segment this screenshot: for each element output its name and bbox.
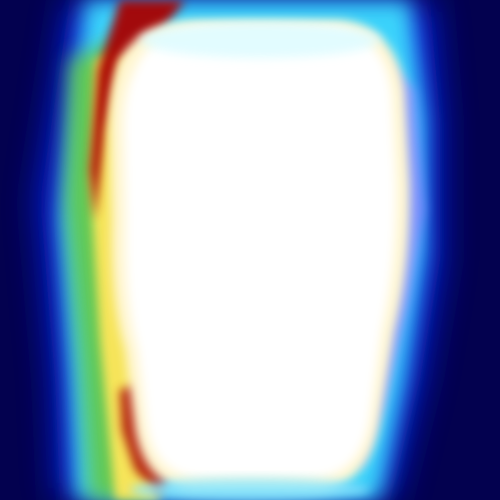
core-tint-top bbox=[140, 22, 380, 58]
hot-core bbox=[123, 28, 397, 478]
core-tint-bottom bbox=[130, 478, 370, 500]
red-streak-top bbox=[90, 0, 185, 220]
